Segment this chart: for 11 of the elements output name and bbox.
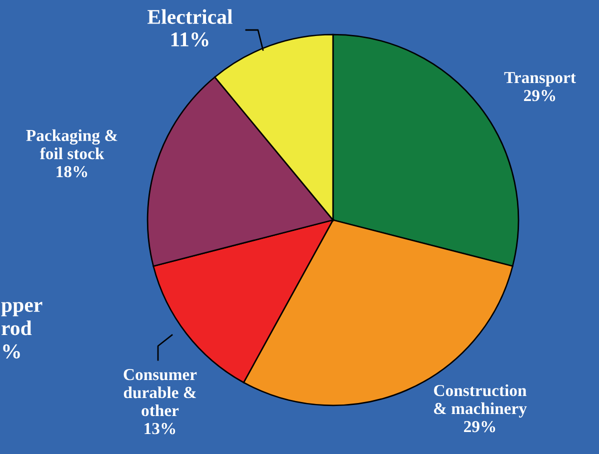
- data-label: 29%: [524, 90, 556, 102]
- data-label: 13%: [144, 422, 176, 434]
- data-label: 11%: [171, 32, 208, 47]
- slice-label: Consumer durable & other: [124, 368, 197, 416]
- data-label: 18%: [56, 166, 88, 178]
- slice-label: Transport: [504, 72, 576, 87]
- slice-label: Packaging & foil stock: [26, 129, 118, 160]
- data-label: 29%: [464, 420, 496, 432]
- text: pper rod %: [1, 302, 42, 359]
- slice-label: Electrical: [148, 9, 232, 24]
- slice-label: Construction & machinery: [434, 384, 527, 418]
